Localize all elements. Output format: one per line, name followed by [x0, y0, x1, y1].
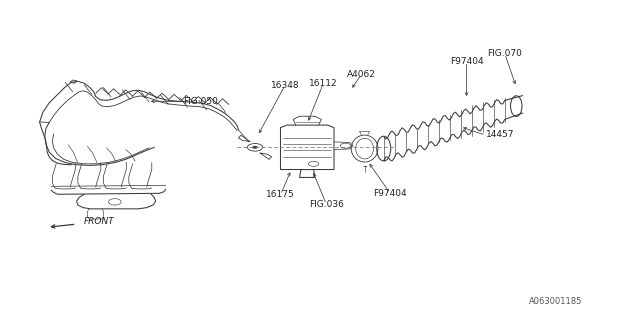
Text: F97404: F97404	[450, 57, 483, 66]
Circle shape	[252, 146, 257, 148]
Text: 16348: 16348	[271, 81, 300, 90]
Text: 14457: 14457	[486, 130, 514, 139]
Text: A063001185: A063001185	[529, 297, 582, 306]
Text: FIG.070: FIG.070	[487, 49, 522, 58]
Text: FRONT: FRONT	[84, 217, 115, 226]
Text: 16112: 16112	[309, 79, 337, 88]
Text: 16175: 16175	[266, 190, 295, 199]
Text: A4062: A4062	[347, 70, 376, 79]
Text: FIG.036: FIG.036	[309, 200, 344, 209]
Text: FIG.050: FIG.050	[183, 97, 218, 106]
Text: F97404: F97404	[373, 189, 407, 198]
